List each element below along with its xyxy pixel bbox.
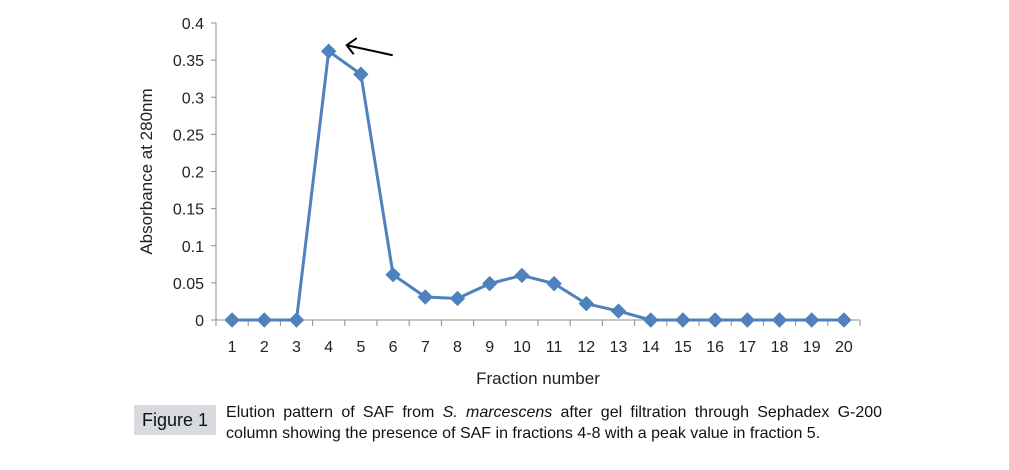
data-point-marker <box>546 275 562 292</box>
y-tick-label: 0.15 <box>173 202 204 219</box>
x-tick-label: 20 <box>835 339 853 356</box>
y-tick-label: 0.35 <box>173 53 204 70</box>
caption-species: S. marcescens <box>442 404 553 421</box>
data-point-marker <box>417 289 434 305</box>
x-tick-label: 19 <box>803 339 821 356</box>
data-point-marker <box>707 312 723 328</box>
data-point-marker <box>449 290 466 307</box>
data-point-marker <box>803 312 820 328</box>
data-point-marker <box>739 312 756 328</box>
data-point-marker <box>675 312 691 328</box>
y-tick-label: 0.05 <box>173 276 204 293</box>
x-tick-label: 11 <box>546 339 563 356</box>
peak-arrow-annotation <box>345 37 393 57</box>
data-point-marker <box>288 312 305 328</box>
data-point-marker <box>836 312 852 328</box>
y-tick-label: 0.2 <box>182 165 204 182</box>
y-axis-ticks: 0 0.05 0.1 0.15 0.2 0.25 0.3 0.35 0.4 <box>173 16 216 330</box>
x-axis-title: Fraction number <box>476 369 600 388</box>
data-point-marker <box>224 312 240 328</box>
x-tick-label: 6 <box>389 339 398 356</box>
caption-text-after: after gel filtration through Sephadex G-… <box>226 404 883 442</box>
figure-caption: Figure 1 Elution pattern of SAF from S. … <box>134 402 882 444</box>
x-tick-label: 16 <box>706 339 724 356</box>
data-point-marker <box>320 43 337 59</box>
x-tick-label: 17 <box>738 339 756 356</box>
series-line <box>232 49 844 322</box>
x-tick-label: 5 <box>356 339 365 356</box>
data-point-marker <box>481 275 498 292</box>
x-tick-label: 7 <box>421 339 430 356</box>
y-tick-label: 0.25 <box>173 127 204 144</box>
x-tick-label: 14 <box>642 339 660 356</box>
y-axis-title: Absorbance at 280nm <box>137 88 156 254</box>
y-tick-label: 0 <box>195 313 204 330</box>
data-point-marker <box>514 267 530 284</box>
x-axis-ticks: 1 2 3 4 5 6 7 8 9 10 11 12 13 14 15 16 17 18 19 20 <box>215 320 861 356</box>
data-point-marker <box>578 295 595 312</box>
x-tick-label: 12 <box>577 339 595 356</box>
data-point-marker <box>385 267 401 283</box>
x-tick-label: 1 <box>228 339 237 356</box>
x-tick-label: 4 <box>324 339 333 356</box>
x-tick-label: 9 <box>485 339 494 356</box>
data-point-marker <box>256 312 273 328</box>
data-point-marker <box>353 66 369 82</box>
x-tick-label: 10 <box>513 339 531 356</box>
x-tick-label: 15 <box>674 339 692 356</box>
x-tick-label: 13 <box>610 339 628 356</box>
figure-badge: Figure 1 <box>134 405 217 435</box>
data-point-marker <box>610 303 627 319</box>
y-tick-label: 0.4 <box>182 16 204 33</box>
data-point-marker <box>642 312 659 328</box>
series-markers <box>224 43 852 328</box>
data-point-marker <box>771 312 788 328</box>
x-tick-label: 18 <box>771 339 789 356</box>
y-tick-label: 0.1 <box>182 239 204 256</box>
caption-text-before: Elution pattern of SAF from <box>226 404 443 421</box>
x-tick-label: 3 <box>292 339 301 356</box>
x-tick-label: 8 <box>453 339 462 356</box>
x-tick-label: 2 <box>260 339 269 356</box>
caption-text: Elution pattern of SAF from S. marcescen… <box>226 402 882 444</box>
y-tick-label: 0.3 <box>182 90 204 107</box>
